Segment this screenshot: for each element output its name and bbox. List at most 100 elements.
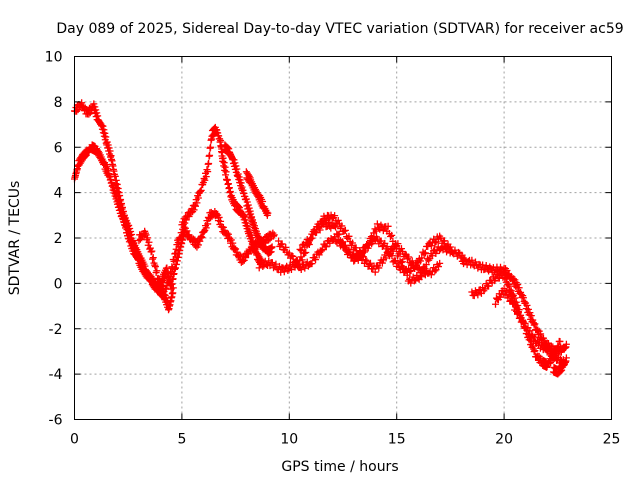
data-point [230, 156, 238, 164]
series-track-5 [221, 141, 276, 257]
x-tick-label: 10 [280, 432, 298, 448]
data-point [277, 241, 285, 249]
data-point [440, 237, 448, 245]
data-point [233, 165, 241, 173]
data-point [114, 185, 122, 193]
data-point [526, 327, 534, 335]
data-point [115, 200, 123, 208]
data-point [352, 244, 360, 252]
data-point [486, 263, 494, 271]
data-point [151, 279, 159, 287]
data-point [418, 254, 426, 262]
data-point [229, 239, 237, 247]
data-point [427, 242, 435, 250]
data-point [345, 232, 353, 240]
axis-ticks: 0 5 10 15 20 25 -6 -4 -2 0 2 4 6 8 10 [45, 50, 621, 448]
data-point [106, 147, 114, 155]
data-point [340, 242, 348, 250]
data-point [90, 100, 98, 108]
data-point [364, 244, 372, 252]
data-point [308, 234, 316, 242]
data-point [245, 172, 253, 180]
data-point [420, 250, 428, 258]
data-point [485, 282, 493, 290]
data-point [161, 291, 169, 299]
data-point [527, 312, 535, 320]
data-point [215, 213, 223, 221]
series-track-9 [296, 211, 444, 279]
data-point [375, 264, 383, 272]
series-track-4 [178, 123, 265, 268]
data-point [197, 186, 205, 194]
data-point [509, 275, 517, 283]
data-point [220, 159, 228, 167]
data-point [93, 109, 101, 117]
data-point [514, 308, 522, 316]
data-point [417, 257, 425, 265]
data-point [242, 254, 250, 262]
data-point [259, 198, 267, 206]
x-tick-label: 25 [603, 432, 621, 448]
series-track-2 [71, 141, 177, 314]
data-point [149, 255, 157, 263]
x-tick-label: 15 [388, 432, 406, 448]
data-point [264, 209, 272, 217]
data-point [164, 279, 172, 287]
data-point [235, 251, 243, 259]
data-point [296, 245, 304, 253]
data-point [512, 303, 520, 311]
data-point [502, 271, 510, 279]
data-point [531, 320, 539, 328]
data-point [234, 203, 242, 211]
data-point [125, 232, 133, 240]
data-point [292, 256, 300, 264]
data-point [341, 241, 349, 249]
data-point [219, 223, 227, 231]
data-point [524, 305, 532, 313]
data-point [331, 212, 339, 220]
data-point [144, 234, 152, 242]
data-point [207, 214, 215, 222]
data-point [332, 223, 340, 231]
data-point [427, 271, 435, 279]
data-point [562, 354, 570, 362]
data-point [192, 202, 200, 210]
x-tick-label: 5 [177, 432, 186, 448]
y-tick-label: -4 [49, 367, 63, 383]
data-point [270, 264, 278, 272]
data-point [394, 240, 402, 248]
data-point [386, 233, 394, 241]
y-tick-label: -6 [49, 413, 63, 429]
data-point [321, 242, 329, 250]
data-point [198, 234, 206, 242]
data-point [349, 239, 357, 247]
data-point [289, 252, 297, 260]
data-point [502, 287, 510, 295]
data-point [455, 248, 463, 256]
data-point [398, 258, 406, 266]
data-point [307, 235, 315, 243]
series-track-1 [71, 99, 188, 296]
data-point [397, 245, 405, 253]
data-point [270, 232, 278, 240]
data-point [170, 257, 178, 265]
data-point [162, 285, 170, 293]
data-point [226, 234, 234, 242]
data-point [406, 267, 414, 275]
data-point [154, 274, 162, 282]
data-point [431, 267, 439, 275]
data-point [529, 342, 537, 350]
data-point [197, 233, 205, 241]
data-point [505, 291, 513, 299]
data-point [287, 266, 295, 274]
data-point [166, 275, 174, 283]
data-point [280, 268, 288, 276]
data-point [227, 236, 235, 244]
data-point [221, 163, 229, 171]
data-point [157, 278, 165, 286]
data-point [122, 223, 130, 231]
data-point [431, 239, 439, 247]
data-point [201, 176, 209, 184]
data-point [531, 333, 539, 341]
